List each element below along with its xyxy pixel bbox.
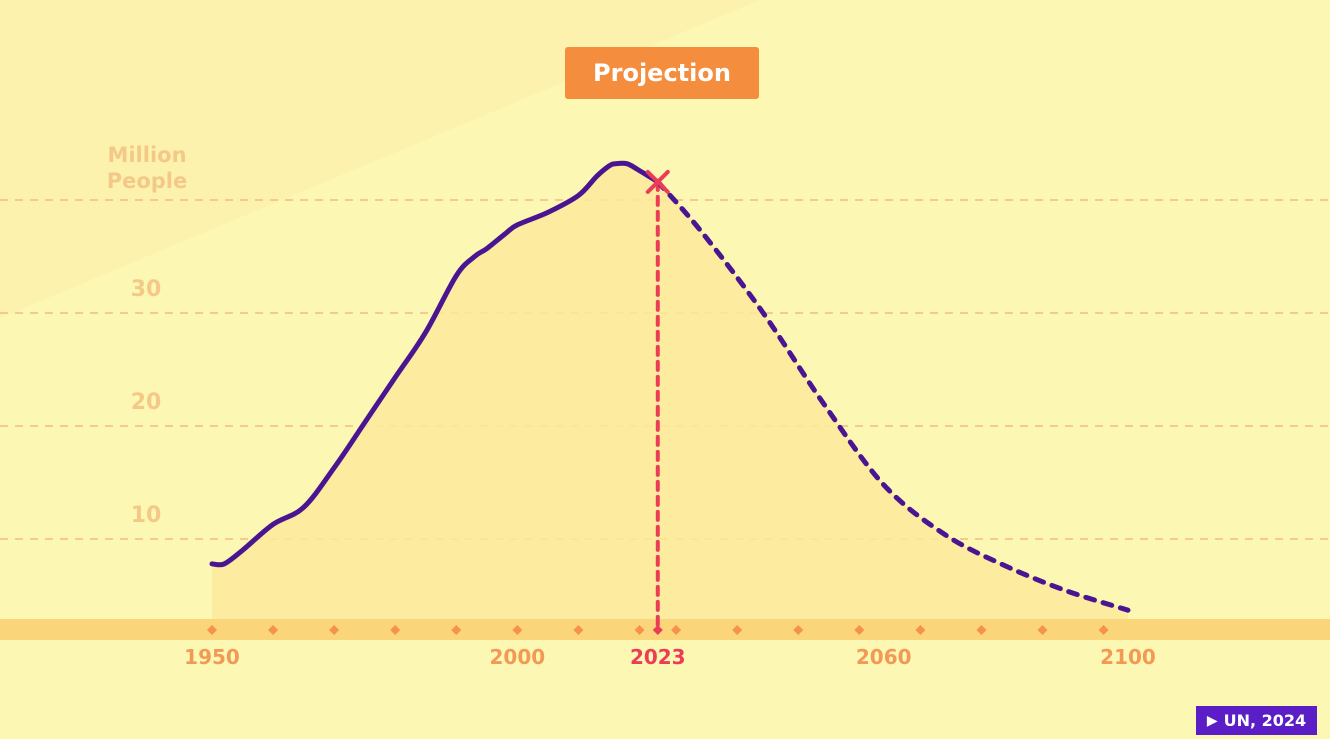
- x-tick-label-1950: 1950: [184, 645, 240, 669]
- tick-marker-2076: [976, 625, 987, 635]
- tick-marker-2026: [671, 625, 682, 635]
- tick-marker-2096: [1098, 625, 1109, 635]
- series-historical-line: [209, 160, 661, 568]
- x-axis-band: [0, 619, 1330, 640]
- x-tick-label-2000: 2000: [489, 645, 545, 669]
- y-tick-labels: 10 20 30: [131, 277, 162, 528]
- x-tick-labels: 1950 2000 2023 2060 2100: [184, 645, 1156, 669]
- current-year-marker: [645, 169, 670, 194]
- tick-marker-2020: [634, 625, 645, 635]
- tick-marker-2000: [512, 625, 523, 635]
- chart-title: Projection: [565, 47, 759, 99]
- series-projection-line: [655, 179, 1131, 613]
- tick-marker-2046: [793, 625, 804, 635]
- tick-marker-2066: [915, 625, 926, 635]
- y-tick-label-10: 10: [131, 503, 162, 528]
- source-text: UN, 2024: [1223, 711, 1307, 730]
- area-path: [212, 163, 1128, 621]
- x-tick-label-2023: 2023: [630, 645, 686, 669]
- x-tick-label-2100: 2100: [1100, 645, 1156, 669]
- x-tick-label-2060: 2060: [856, 645, 912, 669]
- tick-marker-2036: [732, 625, 743, 635]
- cross-stroke-b: [645, 169, 670, 194]
- tick-marker-1970: [329, 625, 340, 635]
- area-fill: [212, 163, 1128, 621]
- tick-marker-1960: [268, 625, 279, 635]
- source-badge[interactable]: ▶ UN, 2024: [1196, 706, 1317, 735]
- tick-marker-2023: [652, 625, 663, 635]
- x-tick-markers: [207, 625, 1109, 635]
- y-tick-label-30: 30: [131, 277, 162, 302]
- tick-marker-2010: [573, 625, 584, 635]
- tick-marker-1980: [390, 625, 401, 635]
- y-tick-label-20: 20: [131, 390, 162, 415]
- y-axis-label: Million People: [106, 143, 188, 193]
- tick-marker-1950: [207, 625, 217, 635]
- tick-marker-1990: [451, 625, 462, 635]
- tick-marker-2056: [854, 625, 865, 635]
- tick-marker-2086: [1037, 625, 1048, 635]
- play-icon: ▶: [1206, 712, 1218, 729]
- series-lines: [209, 160, 1131, 613]
